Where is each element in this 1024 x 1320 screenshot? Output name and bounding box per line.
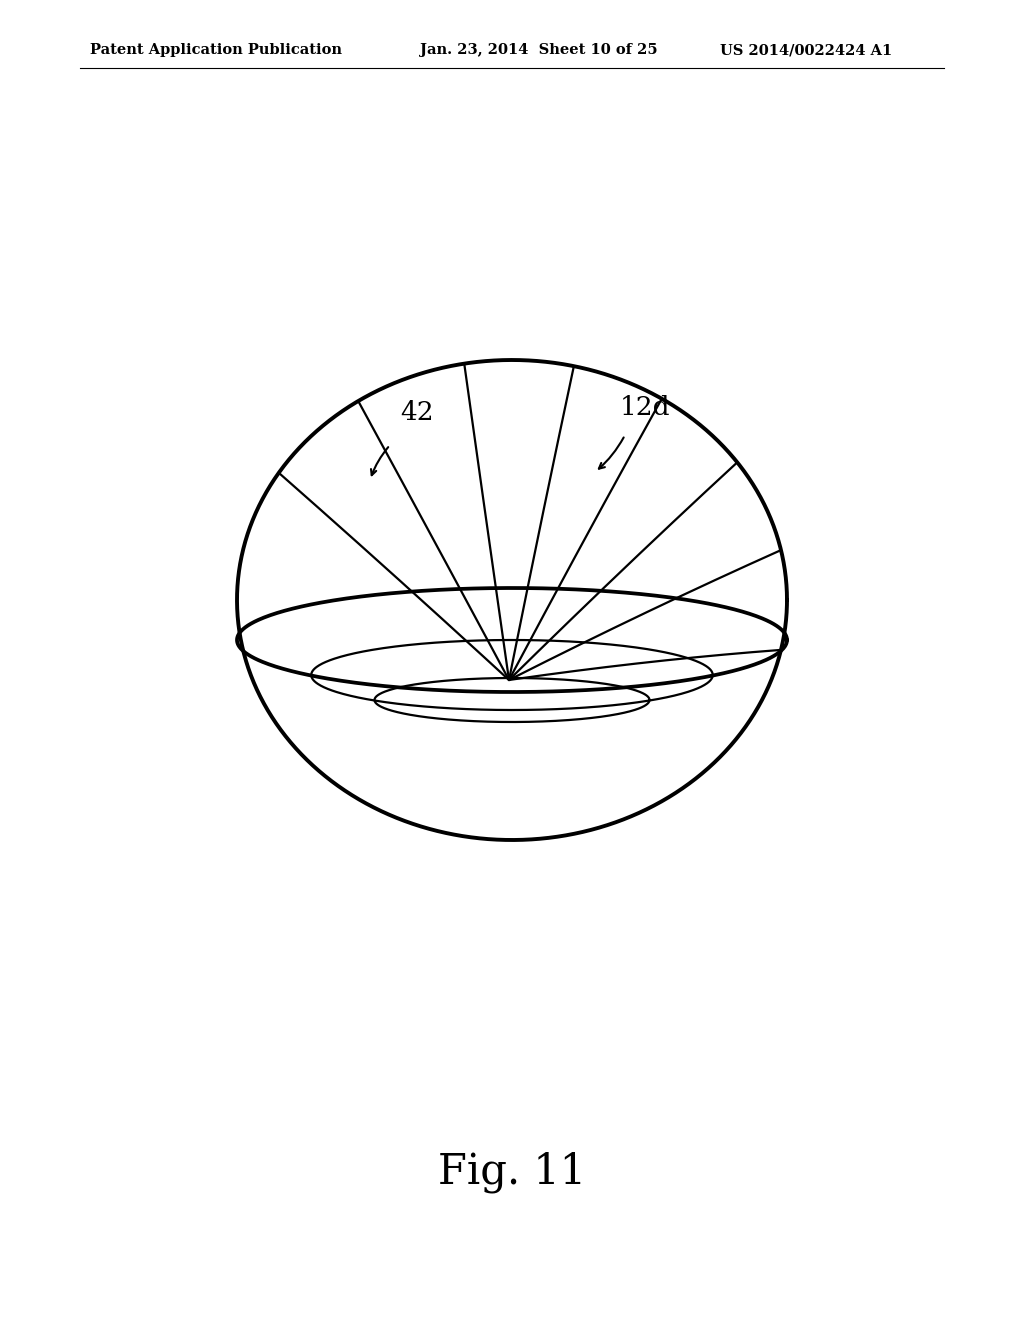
Text: Jan. 23, 2014  Sheet 10 of 25: Jan. 23, 2014 Sheet 10 of 25 [420,44,657,57]
Text: Patent Application Publication: Patent Application Publication [90,44,342,57]
Text: 12d: 12d [620,395,671,420]
Text: Fig. 11: Fig. 11 [438,1151,586,1193]
Text: 42: 42 [400,400,433,425]
Text: US 2014/0022424 A1: US 2014/0022424 A1 [720,44,892,57]
